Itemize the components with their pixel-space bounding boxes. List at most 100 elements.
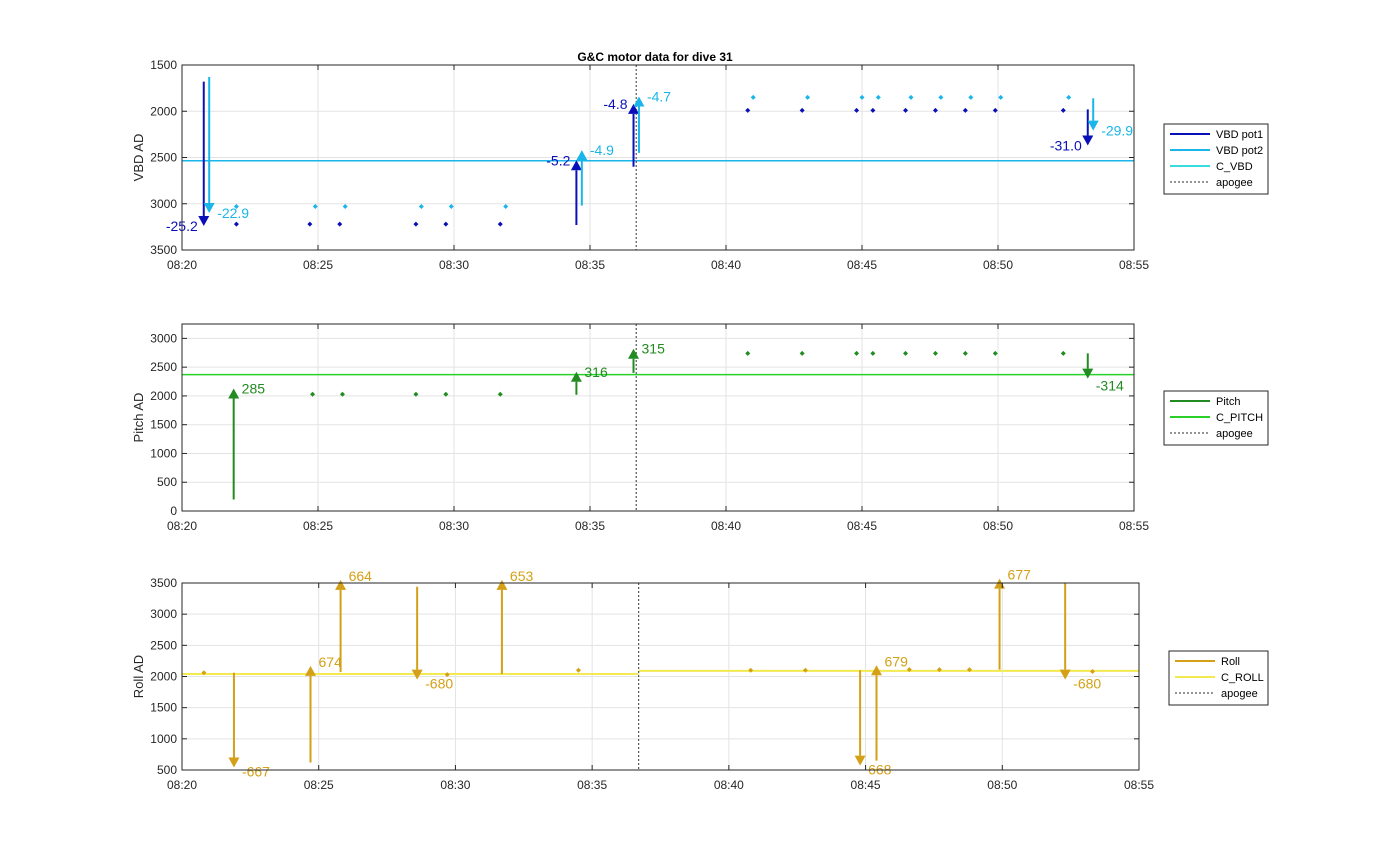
data-point — [337, 221, 343, 227]
data-point — [936, 667, 942, 673]
x-tick-label: 08:50 — [983, 258, 1013, 272]
y-axis-label: Pitch AD — [131, 393, 146, 443]
data-point — [938, 94, 944, 100]
y-tick-label: 1000 — [150, 446, 177, 460]
y-tick-label: 2000 — [150, 670, 177, 684]
x-tick-label: 08:20 — [167, 519, 197, 533]
arrow-label: -5.2 — [546, 152, 570, 168]
legend-entry: apogee — [1216, 177, 1253, 189]
x-tick-label: 08:25 — [303, 519, 333, 533]
arrow-label: -22.9 — [217, 205, 249, 221]
arrow-label: -4.9 — [590, 142, 614, 158]
arrow-head — [305, 665, 317, 676]
arrow-head — [1082, 135, 1094, 146]
data-point — [805, 94, 811, 100]
x-tick-label: 08:40 — [711, 519, 741, 533]
arrow-head — [1082, 368, 1094, 379]
arrow-head — [570, 371, 582, 382]
arrow-label: 674 — [319, 654, 343, 670]
y-tick-label: 1000 — [150, 732, 177, 746]
arrow-label: 664 — [349, 568, 373, 584]
data-point — [342, 204, 348, 210]
data-point — [962, 107, 968, 113]
data-point — [413, 221, 419, 227]
data-point — [854, 350, 860, 356]
x-tick-label: 08:30 — [440, 778, 470, 792]
y-tick-label: 3000 — [150, 331, 177, 345]
y-tick-label: 2500 — [150, 638, 177, 652]
x-tick-label: 08:40 — [714, 778, 744, 792]
x-tick-label: 08:45 — [851, 778, 881, 792]
arrow-head — [198, 215, 210, 226]
arrow-head — [628, 348, 640, 359]
arrow-head — [871, 665, 883, 676]
arrow-label: 315 — [642, 341, 666, 357]
subplot-1: -25.2-22.9-5.2-4.9-4.8 -4.7-31.0-29.908:2… — [131, 58, 1269, 272]
arrow-label: 679 — [885, 653, 909, 669]
y-tick-label: 2500 — [150, 360, 177, 374]
plot-content — [182, 65, 1134, 250]
data-point — [448, 204, 454, 210]
data-point — [968, 94, 974, 100]
x-tick-label: 08:55 — [1119, 519, 1149, 533]
arrow-head — [576, 150, 588, 161]
y-tick-label: 3500 — [150, 576, 177, 590]
x-tick-label: 08:25 — [304, 778, 334, 792]
data-point — [908, 94, 914, 100]
data-point — [992, 107, 998, 113]
x-tick-label: 08:55 — [1124, 778, 1154, 792]
legend-entry: C_VBD — [1216, 161, 1253, 173]
y-tick-label: 3500 — [150, 243, 177, 257]
arrow-head — [633, 96, 645, 107]
legend-entry: VBD pot2 — [1216, 145, 1263, 157]
data-point — [802, 667, 808, 673]
y-tick-label: 1500 — [150, 701, 177, 715]
arrow-label: 677 — [1008, 567, 1032, 583]
data-point — [444, 672, 450, 678]
x-tick-label: 08:30 — [439, 258, 469, 272]
arrow-head — [1059, 669, 1071, 680]
x-tick-label: 08:45 — [847, 519, 877, 533]
data-point — [854, 107, 860, 113]
x-tick-label: 08:30 — [439, 519, 469, 533]
arrow-label: -314 — [1096, 378, 1124, 394]
data-point — [497, 221, 503, 227]
data-point — [875, 94, 881, 100]
x-tick-label: 08:55 — [1119, 258, 1149, 272]
arrow-label: -667 — [242, 764, 270, 780]
x-tick-label: 08:35 — [575, 519, 605, 533]
data-point — [418, 204, 424, 210]
arrow-head — [411, 669, 423, 680]
legend-entry: Pitch — [1216, 396, 1240, 408]
data-point — [745, 350, 751, 356]
data-point — [799, 107, 805, 113]
data-point — [932, 107, 938, 113]
arrow-head — [496, 579, 508, 590]
data-point — [339, 391, 345, 397]
arrow-head — [1087, 120, 1099, 131]
y-tick-label: 500 — [157, 763, 177, 777]
arrow-label: 285 — [242, 380, 266, 396]
y-tick-label: 1500 — [150, 418, 177, 432]
arrow-head — [570, 160, 582, 171]
data-point — [903, 107, 909, 113]
data-point — [413, 391, 419, 397]
data-point — [750, 94, 756, 100]
arrow-label: -4.8 — [603, 96, 627, 112]
data-point — [748, 667, 754, 673]
plot-content — [182, 324, 1134, 511]
data-point — [903, 350, 909, 356]
x-tick-label: 08:35 — [575, 258, 605, 272]
y-tick-label: 0 — [170, 504, 177, 518]
data-point — [870, 107, 876, 113]
legend-entry: Roll — [1221, 656, 1240, 668]
arrow-label: 653 — [510, 568, 534, 584]
data-point — [310, 391, 316, 397]
arrow-label: 316 — [584, 364, 608, 380]
x-tick-label: 08:45 — [847, 258, 877, 272]
